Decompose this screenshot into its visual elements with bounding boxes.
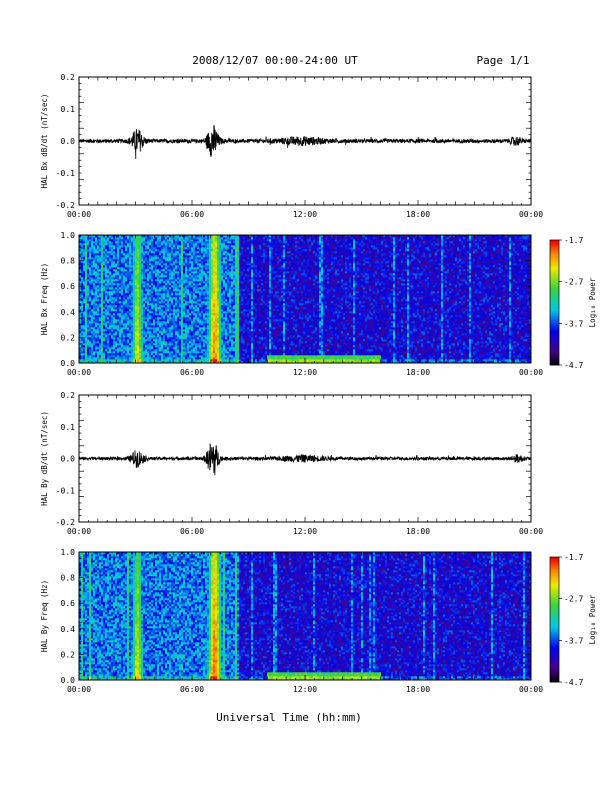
by-spectrogram-colorbar-tick-label: -4.7 [564,678,583,687]
by-spectrogram-y-axis-label: HAL By Freq (Hz) [40,580,49,652]
bx-spectrogram-colorbar-tick-label: -3.7 [564,319,583,328]
bx-spectrogram-y-tick-label: 0.4 [61,308,76,317]
by-dbdt-y-tick-label: -0.1 [56,486,75,495]
by-spectrogram-y-tick-label: 1.0 [61,548,76,557]
bx-spectrogram-y-axis-label: HAL Bx Freq (Hz) [40,263,49,335]
by-dbdt-y-tick-label: 0.2 [61,391,76,400]
bx-spectrogram-x-tick-label: 18:00 [406,368,430,377]
bx-dbdt-y-axis-label: HAL Bx dB/dt (nT/sec) [40,94,49,189]
by-dbdt-y-tick-label: 0.0 [61,455,76,464]
by-spectrogram-colorbar-tick-label: -1.7 [564,553,583,562]
by-dbdt-y-axis-label: HAL By dB/dt (nT/sec) [40,411,49,506]
by-spectrogram-y-tick-label: 0.0 [61,676,76,685]
bx-dbdt-trace [79,125,531,159]
bx-dbdt-panel: 0.20.10.0-0.1-0.200:00 06:00 12:00 18:00 00:… [40,73,543,219]
by-spectrogram-y-tick-label: 0.8 [61,574,76,583]
bx-spectrogram-colorbar-tick-label: -1.7 [564,236,583,245]
page-number: Page 1/1 [477,54,530,67]
by-spectrogram-y-tick-label: 0.4 [61,625,76,634]
x-axis-title: Universal Time (hh:mm) [216,711,362,724]
by-spectrogram-y-tick-label: 0.2 [61,650,76,659]
by-spectrogram-panel: 1.00.80.60.40.20.000:00 06:00 12:00 18:00 00… [40,548,597,694]
bx-dbdt-x-tick-label: 18:00 [406,210,430,219]
by-spectrogram-y-tick-label: 0.6 [61,599,76,608]
by-dbdt-panel: 0.20.10.0-0.1-0.200:00 06:00 12:00 18:00 00:… [40,391,543,536]
bx-spectrogram-colorbar-tick-label: -2.7 [564,278,583,287]
by-dbdt-x-tick-label: 18:00 [406,527,430,536]
by-dbdt-x-tick-label: 00:00 [67,527,91,536]
bx-dbdt-y-tick-label: 0.0 [61,137,76,146]
bx-spectrogram-y-tick-label: 0.2 [61,333,76,342]
by-dbdt-x-tick-label: 06:00 [180,527,204,536]
bx-spectrogram-panel: 1.00.80.60.40.20.000:00 06:00 12:00 18:00 00… [40,231,597,377]
bx-spectrogram-x-tick-label: 00:00 [67,368,91,377]
by-spectrogram-cells [79,552,531,680]
by-spectrogram-colorbar: -1.7 -2.7 -3.7 -4.7 Log₁₀ Power [550,553,597,687]
bx-spectrogram-x-tick-label: 06:00 [180,368,204,377]
by-spectrogram-colorbar-label: Log₁₀ Power [588,594,597,644]
bx-spectrogram-y-tick-label: 1.0 [61,231,76,240]
bx-dbdt-y-tick-label: -0.1 [56,169,75,178]
by-dbdt-y-tick-label: 0.1 [61,423,76,432]
by-spectrogram-colorbar-tick-label: -2.7 [564,595,583,604]
bx-dbdt-y-tick-label: -0.2 [56,201,75,210]
by-spectrogram-x-tick-label: 00:00 [519,685,543,694]
bx-spectrogram-cells [79,235,531,363]
bx-dbdt-y-tick-label: 0.1 [61,105,76,114]
bx-dbdt-x-tick-label: 00:00 [519,210,543,219]
page-title: 2008/12/07 00:00-24:00 UT [192,54,358,67]
bx-spectrogram-y-tick-label: 0.8 [61,257,76,266]
by-dbdt-x-tick-label: 00:00 [519,527,543,536]
bx-dbdt-x-tick-label: 12:00 [293,210,317,219]
bx-spectrogram-y-tick-label: 0.0 [61,359,76,368]
bx-spectrogram-colorbar-label: Log₁₀ Power [588,277,597,327]
by-dbdt-trace [79,444,531,476]
by-spectrogram-x-tick-label: 00:00 [67,685,91,694]
by-dbdt-y-tick-label: -0.2 [56,518,75,527]
bx-spectrogram-colorbar-tick-label: -4.7 [564,361,583,370]
by-spectrogram-colorbar-tick-label: -3.7 [564,636,583,645]
bx-spectrogram-x-tick-label: 00:00 [519,368,543,377]
bx-dbdt-x-tick-label: 00:00 [67,210,91,219]
bx-spectrogram-colorbar: -1.7 -2.7 -3.7 -4.7 Log₁₀ Power [550,236,597,370]
by-spectrogram-x-tick-label: 12:00 [293,685,317,694]
bx-spectrogram-x-tick-label: 12:00 [293,368,317,377]
bx-spectrogram-y-tick-label: 0.6 [61,282,76,291]
bx-dbdt-y-tick-label: 0.2 [61,73,76,82]
by-dbdt-x-tick-label: 12:00 [293,527,317,536]
by-spectrogram-x-tick-label: 06:00 [180,685,204,694]
bx-dbdt-x-tick-label: 06:00 [180,210,204,219]
by-spectrogram-x-tick-label: 18:00 [406,685,430,694]
